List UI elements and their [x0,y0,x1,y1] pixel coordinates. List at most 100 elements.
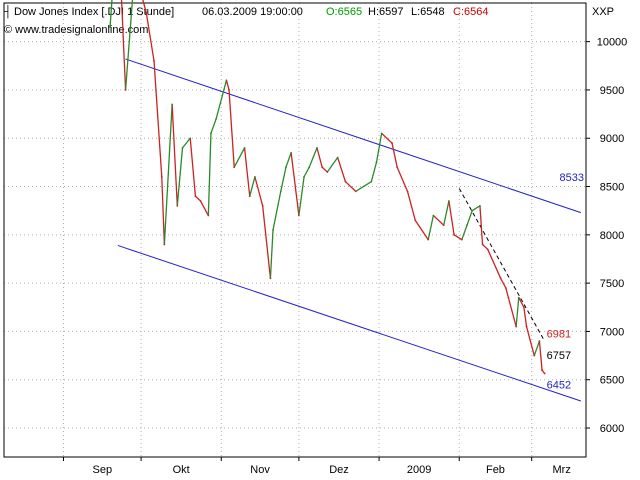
upper-channel-line [125,58,581,214]
price-point [228,89,230,91]
price-point [414,219,417,222]
price-point [207,214,210,217]
price-point [153,60,155,62]
price-segment [500,277,507,289]
price-point [354,190,357,193]
chart-header: ┤ Dow Jones Index [.DJI 1 Stunde] 06.03.… [3,4,614,36]
x-tick-label: Sep [93,464,113,476]
price-point [199,200,202,202]
price-segment [228,89,235,168]
price-point [225,79,228,82]
price-segment [391,142,398,168]
price-point [160,175,163,178]
price-segment [249,176,256,197]
price-point [109,26,111,29]
price-point [269,277,272,280]
value-annotation: 6452 [547,379,571,391]
price-point [290,151,293,154]
low-value: L:6548 [411,6,445,18]
price-point [233,166,236,169]
price-segment [487,249,502,279]
price-point [375,161,378,164]
y-tick-label: 9000 [600,133,624,145]
price-segment [414,219,429,241]
symbol-label: XXP [592,6,614,18]
high-value: H:6597 [368,6,403,18]
price-point [210,132,212,135]
price-segment [215,80,228,120]
price-segment [142,0,147,13]
price-point [471,209,474,212]
price-point [504,287,507,289]
price-point [499,277,502,280]
price-point [145,11,148,14]
price-point [279,190,282,193]
price-segment [243,147,251,197]
chart-icon: ┤ [3,4,12,19]
close-value: C:6564 [453,6,488,18]
price-segment [523,307,528,327]
price-point [481,243,484,246]
price-point [163,243,166,246]
price-point [442,224,445,227]
value-annotation: 6981 [547,328,571,340]
price-segment [355,181,372,192]
price-point [432,214,435,217]
annotations: 8533 6981 6757 6452 [547,172,584,391]
price-segment [161,176,166,245]
x-tick-label: Feb [486,464,505,476]
price-point [507,296,510,299]
price-segment [145,12,155,62]
price-segment [200,200,209,216]
price-segment [381,132,393,144]
price-point [466,224,468,227]
price-segment [290,152,300,216]
price-point [344,180,347,183]
y-tick-label: 8000 [600,230,624,242]
y-tick-label: 6000 [600,423,624,435]
y-tick-label: 9500 [600,85,624,97]
value-annotation: 6757 [547,350,571,362]
trend-lines [117,58,581,402]
price-point [215,118,218,120]
price-segment [181,137,191,149]
price-point [176,204,179,207]
price-segment [505,287,510,298]
price-segment [316,147,323,168]
price-segment [120,0,127,90]
price-segment [448,200,455,235]
price-segment [272,191,282,231]
y-tick-label: 6500 [600,375,624,387]
price-point [261,204,264,207]
price-point [538,340,541,342]
price-point [316,146,318,149]
price-point [453,233,455,236]
x-tick-label: 2009 [407,464,431,476]
price-point [370,180,373,183]
price-segment [176,147,184,206]
price-segment [406,191,416,221]
price-point [380,132,383,135]
x-tick-label: Okt [173,464,190,476]
price-segment [533,340,541,356]
price-point [460,238,463,241]
price-point [391,142,393,144]
axes: 6000 6500 7000 7500 8000 8500 9000 9500 10000 Sep… [3,2,627,476]
price-point [321,166,324,169]
price-segment [109,0,113,28]
price-segment [538,341,543,371]
price-point [303,175,305,178]
price-segment [171,104,178,206]
price-point [248,195,251,198]
price-point [171,103,174,106]
price-point [525,325,528,328]
price-segment [471,205,481,212]
y-tick-label: 8500 [600,182,624,194]
chart-title: Dow Jones Index [.DJI 1 Stunde] [14,6,174,18]
grid [4,3,586,457]
source-label: © www.tradesignalonline.com [4,24,148,36]
price-segment [482,244,489,250]
price-point [486,248,489,251]
price-point [517,296,520,299]
